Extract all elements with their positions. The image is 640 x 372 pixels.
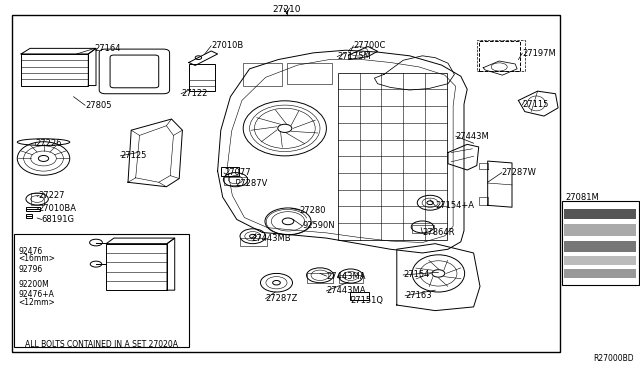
Text: 27443MA: 27443MA xyxy=(326,272,366,280)
Text: 27287W: 27287W xyxy=(502,168,536,177)
Bar xyxy=(564,256,636,265)
Bar xyxy=(26,207,40,211)
Text: 27175M: 27175M xyxy=(337,52,371,61)
Text: 27864R: 27864R xyxy=(422,228,455,237)
Text: 27287V: 27287V xyxy=(236,179,268,188)
Text: 27010BA: 27010BA xyxy=(38,204,76,213)
Bar xyxy=(412,225,434,233)
Bar xyxy=(564,224,636,236)
Text: 27077: 27077 xyxy=(224,169,251,177)
Text: 27197M: 27197M xyxy=(522,49,556,58)
Bar xyxy=(287,63,332,84)
Bar xyxy=(243,63,282,86)
Text: <16mm>: <16mm> xyxy=(19,254,56,263)
Text: 27154: 27154 xyxy=(403,270,429,279)
Text: 27163: 27163 xyxy=(405,291,432,300)
Bar xyxy=(26,214,32,218)
Text: 27154+A: 27154+A xyxy=(435,201,474,210)
Text: 27081M: 27081M xyxy=(566,193,600,202)
Text: 92476+A: 92476+A xyxy=(19,291,54,299)
Bar xyxy=(564,241,636,252)
Bar xyxy=(221,167,239,176)
Text: 27210: 27210 xyxy=(273,5,301,14)
Bar xyxy=(350,292,369,300)
Text: 92590N: 92590N xyxy=(302,221,335,230)
Bar xyxy=(12,15,560,352)
Bar xyxy=(21,54,88,86)
Text: 27443MA: 27443MA xyxy=(326,286,366,295)
Text: 92476: 92476 xyxy=(19,247,43,256)
Text: 92796: 92796 xyxy=(19,265,43,274)
Text: R27000BD: R27000BD xyxy=(593,355,634,363)
Bar xyxy=(564,269,636,278)
Text: 27151Q: 27151Q xyxy=(351,296,384,305)
Text: 27010B: 27010B xyxy=(211,41,243,50)
Text: 27280: 27280 xyxy=(300,206,326,215)
Text: 27805: 27805 xyxy=(85,101,111,110)
Bar xyxy=(562,201,639,285)
Text: 27700C: 27700C xyxy=(353,41,386,50)
Text: 27226: 27226 xyxy=(35,140,61,148)
Bar xyxy=(189,64,215,91)
Bar xyxy=(240,238,267,246)
Bar xyxy=(564,209,636,219)
Text: 27125: 27125 xyxy=(120,151,147,160)
Text: 27227: 27227 xyxy=(38,191,65,200)
Text: 27122: 27122 xyxy=(181,89,207,98)
Text: 68191G: 68191G xyxy=(42,215,75,224)
Bar xyxy=(479,41,520,71)
Text: 27115: 27115 xyxy=(522,100,548,109)
Bar xyxy=(106,244,167,290)
Bar xyxy=(307,273,333,283)
Text: ALL BOLTS CONTAINED IN A SET 27020A: ALL BOLTS CONTAINED IN A SET 27020A xyxy=(24,340,178,349)
Text: <12mm>: <12mm> xyxy=(19,298,55,307)
Bar xyxy=(477,40,525,71)
Text: 92200M: 92200M xyxy=(19,280,49,289)
Bar xyxy=(339,275,363,283)
Text: 27443M: 27443M xyxy=(456,132,490,141)
Bar xyxy=(31,193,44,205)
Text: 27287Z: 27287Z xyxy=(266,294,298,303)
Text: 27443MB: 27443MB xyxy=(252,234,291,243)
Bar xyxy=(224,177,247,185)
Bar xyxy=(14,234,189,347)
Bar xyxy=(338,73,447,240)
Text: 27164: 27164 xyxy=(95,44,121,53)
